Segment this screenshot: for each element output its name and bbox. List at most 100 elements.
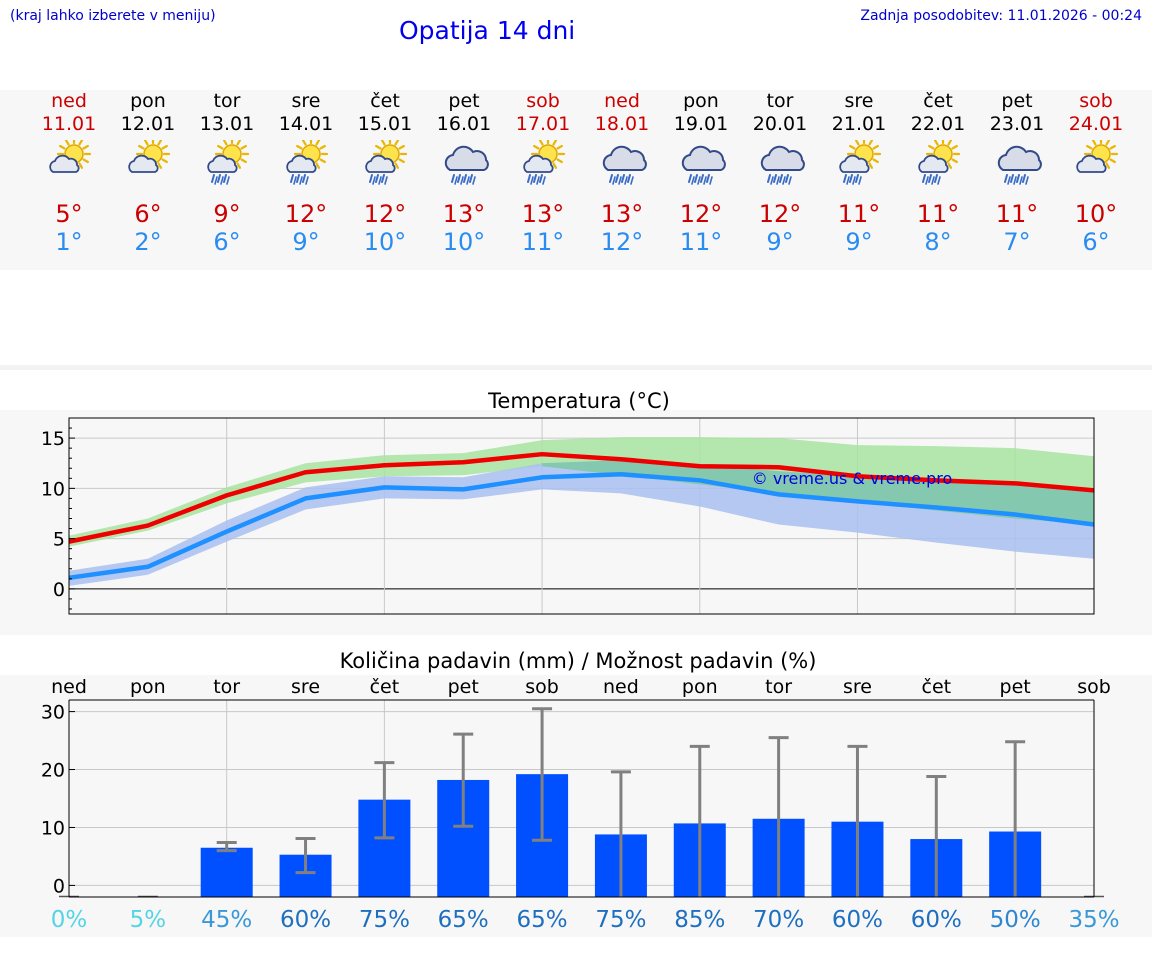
divider [0,365,1152,370]
chart-title: Temperatura (°C) [487,389,670,413]
precip-probability: 75% [595,907,646,933]
precip-probability: 60% [911,907,962,933]
max-temp: 12° [363,200,407,228]
plot-frame [68,417,1095,615]
forecast-day: tor 13.01 9° 6° [187,90,267,256]
day-label: pon [682,676,718,698]
sun-cloud-rain-icon [207,140,250,185]
max-temp: 13° [521,200,565,228]
day-date: 11.01 [41,113,97,135]
precip-probability: 60% [280,907,331,933]
min-temp: 9° [766,228,794,256]
forecast-day: tor 20.01 12° 9° [740,90,820,256]
sun-cloud-rain-icon [365,140,408,185]
cloud-rain-icon [760,145,805,185]
y-tick-label: 15 [41,428,65,450]
precip-probability: 50% [990,907,1041,933]
precip-probability: 70% [753,907,804,933]
forecast-day: sre 14.01 12° 9° [266,90,346,256]
day-label: pon [130,676,166,698]
day-date: 17.01 [515,113,571,135]
location-hint: (kraj lahko izberete v meniju) [10,8,216,24]
day-label: sre [843,676,872,698]
cloud-rain-icon [602,145,647,185]
day-date: 21.01 [831,113,887,135]
day-date: 15.01 [357,113,413,135]
day-name: ned [604,90,640,112]
day-date: 13.01 [199,113,255,135]
max-temp: 13° [442,200,486,228]
y-tick-label: 10 [41,478,65,500]
temperature-chart: Temperatura (°C) 0 5 10 15 © vreme.us & vreme… [41,389,1095,615]
day-name: sob [1079,90,1113,112]
min-temp-line [68,472,1095,581]
day-date: 12.01 [120,113,176,135]
min-temp: 6° [213,228,241,256]
sun-cloud-icon [128,140,171,173]
y-tick-label: 5 [53,529,65,551]
page-title: Opatija 14 dni [399,16,576,45]
min-temp: 8° [924,228,952,256]
day-name: ned [51,90,87,112]
precip-probability: 60% [832,907,883,933]
day-name: čet [370,90,400,112]
precip-probability: 35% [1068,907,1119,933]
day-label: tor [765,676,792,698]
min-temp: 9° [845,228,873,256]
day-label: sob [1077,676,1111,698]
forecast-strip: ned 11.01 5° 1° pon 12.01 6° 2° tor 13.01 9° 6° sre 1… [0,90,1152,270]
sun-cloud-rain-icon [523,140,566,185]
min-temp: 10° [442,228,486,256]
max-temp: 10° [1074,200,1118,228]
day-date: 18.01 [594,113,650,135]
day-label: pet [1000,676,1031,698]
cloud-rain-icon [997,145,1042,185]
forecast-day: pon 19.01 12° 11° [661,90,741,256]
min-temp: 2° [134,228,162,256]
max-temp: 11° [916,200,960,228]
min-temp: 6° [1082,228,1110,256]
max-temp: 5° [55,200,83,228]
day-date: 14.01 [278,113,334,135]
day-name: pet [1001,90,1033,112]
precipitation-chart: Količina padavin (mm) / Možnost padavin … [41,649,1120,933]
day-label: čet [370,676,400,698]
day-name: tor [213,90,241,112]
precip-probability: 65% [438,907,489,933]
day-label: pet [448,676,479,698]
chart-title: Količina padavin (mm) / Možnost padavin … [340,649,817,673]
min-temp: 1° [55,228,83,256]
max-temp: 12° [284,200,328,228]
min-temp: 7° [1003,228,1031,256]
forecast-day: sob 17.01 13° 11° [503,90,583,256]
day-date: 22.01 [910,113,966,135]
min-temp: 11° [679,228,723,256]
forecast-day: sob 24.01 10° 6° [1056,90,1136,256]
day-label: ned [51,676,87,698]
precip-probability: 0% [51,907,88,933]
forecast-day: pet 16.01 13° 10° [424,90,504,256]
precip-probability: 75% [359,907,410,933]
min-temp: 11° [521,228,565,256]
y-tick-label: 0 [53,875,65,897]
min-temp: 9° [292,228,320,256]
day-name: pon [130,90,166,112]
day-name: čet [923,90,953,112]
max-temp: 13° [600,200,644,228]
y-tick-label: 10 [41,817,65,839]
day-date: 16.01 [436,113,492,135]
day-label: tor [213,676,240,698]
sun-cloud-rain-icon [918,140,961,185]
day-name: sre [291,90,321,112]
y-tick-label: 20 [41,760,65,782]
cloud-rain-icon [681,145,726,185]
day-date: 20.01 [752,113,808,135]
forecast-day: ned 18.01 13° 12° [582,90,662,256]
last-updated: Zadnja posodobitev: 11.01.2026 - 00:24 [860,8,1142,24]
day-date: 23.01 [989,113,1045,135]
precip-probability: 5% [130,907,167,933]
day-label: sob [525,676,559,698]
precip-bar [200,847,253,897]
max-temp-line [68,451,1095,544]
max-temp: 11° [837,200,881,228]
